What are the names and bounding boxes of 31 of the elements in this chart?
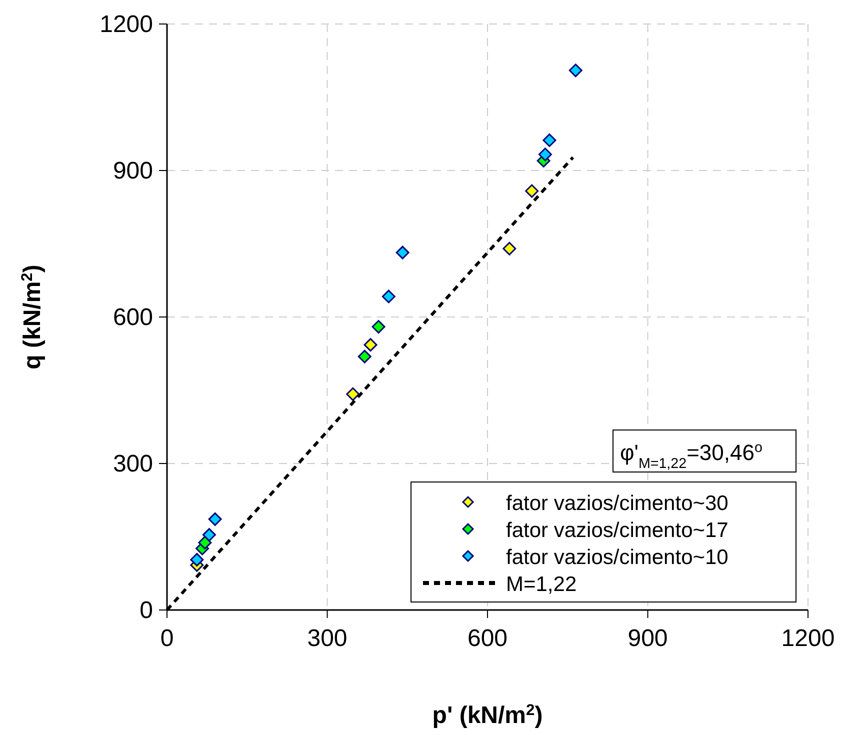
y-tick-label: 900	[112, 158, 153, 184]
point	[208, 512, 222, 526]
legend-label: fator vazios/cimento~17	[506, 519, 728, 542]
point	[396, 246, 410, 260]
x-tick-label: 600	[467, 625, 508, 652]
x-tick-label: 300	[307, 625, 348, 652]
y-tick-label: 300	[112, 450, 153, 478]
point	[542, 133, 556, 147]
point	[198, 536, 212, 550]
point	[202, 528, 216, 542]
y-tick-label: 1200	[100, 11, 153, 38]
x-tick-label: 900	[628, 625, 668, 652]
point	[382, 290, 396, 304]
point	[190, 552, 204, 566]
point	[538, 148, 552, 162]
point	[358, 350, 372, 364]
point	[372, 320, 386, 334]
legend-label: fator vazios/cimento~10	[506, 546, 728, 569]
point	[502, 242, 516, 256]
annotation: φ'$_{M=1,22}$=30,46$^{o}$	[620, 440, 762, 472]
x-tick-label: 1200	[781, 625, 835, 652]
legend-label: fator vazios/cimento~30	[506, 492, 728, 515]
point	[346, 387, 360, 401]
x-axis-title: p' (kN/m$^{2}$)	[432, 702, 543, 729]
y-tick-label: 600	[112, 304, 153, 331]
point	[364, 338, 378, 352]
point	[525, 184, 539, 198]
legend-label: M=1,22	[506, 573, 577, 596]
x-tick-label: 0	[160, 625, 174, 652]
y-tick-label: 0	[140, 597, 153, 624]
point	[568, 64, 582, 78]
